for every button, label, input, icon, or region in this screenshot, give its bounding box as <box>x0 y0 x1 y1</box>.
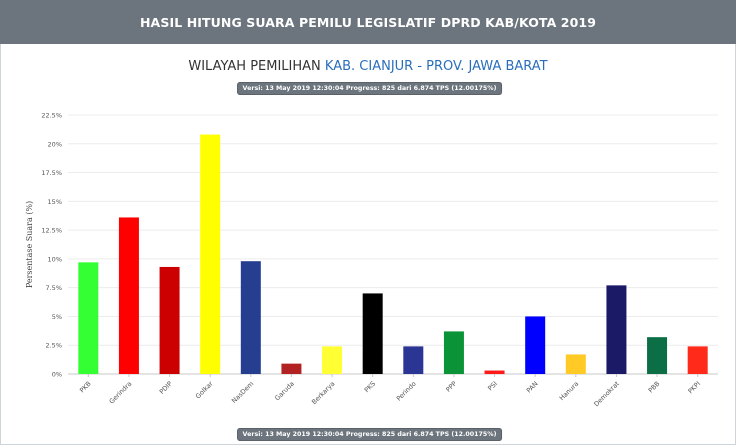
bar-garuda <box>281 363 302 374</box>
bar-pbb <box>647 337 668 374</box>
version-badge-top: Versi: 13 May 2019 12:30:04 Progress: 82… <box>236 82 503 95</box>
x-tick-label: Garuda <box>273 380 296 403</box>
bar-demokrat <box>606 285 627 374</box>
page-header: HASIL HITUNG SUARA PEMILU LEGISLATIF DPR… <box>0 0 736 44</box>
bar-pks <box>362 293 383 374</box>
x-tick-label: PDIP <box>158 380 174 396</box>
x-tick-label: PPP <box>444 380 458 394</box>
bar-pan <box>525 316 546 374</box>
y-tick-label: 20% <box>48 140 62 148</box>
x-tick-label: Golkar <box>194 380 215 401</box>
page-title: HASIL HITUNG SUARA PEMILU LEGISLATIF DPR… <box>140 14 596 30</box>
y-tick-label: 5% <box>52 313 62 321</box>
y-tick-label: 7.5% <box>45 284 62 292</box>
x-tick-label: Perindo <box>395 380 418 403</box>
x-tick-label: NasDem <box>230 380 255 405</box>
y-tick-label: 10% <box>48 255 62 263</box>
y-tick-label: 22.5% <box>41 112 62 120</box>
y-tick-label: 17.5% <box>41 169 62 177</box>
y-tick-label: 0% <box>52 371 62 379</box>
bar-pkpi <box>687 346 708 374</box>
bar-golkar <box>200 134 221 374</box>
subtitle-region-link[interactable]: KAB. CIANJUR - PROV. JAWA BARAT <box>324 59 548 74</box>
x-tick-label: PBB <box>647 380 662 395</box>
bar-psi <box>484 370 505 374</box>
chart-subtitle: WILAYAH PEMILIHAN KAB. CIANJUR - PROV. J… <box>0 59 736 74</box>
x-tick-label: Demokrat <box>592 379 621 408</box>
x-tick-label: PKS <box>363 380 377 394</box>
bar-pdip <box>159 266 180 374</box>
x-tick-label: Gerindra <box>108 380 134 406</box>
bar-gerindra <box>118 217 139 374</box>
x-tick-label: Berkarya <box>310 380 336 406</box>
x-tick-label: PKB <box>78 380 93 395</box>
x-tick-label: Hanura <box>558 380 580 402</box>
bar-nasdem <box>240 261 261 374</box>
vote-share-bar-chart: 0% 2.5% 5% 7.5% 10% 12.5% 15% 17.5% 20% 22.5% Pers… <box>25 112 718 408</box>
x-tick-label: PKPI <box>687 380 703 396</box>
bar-perindo <box>403 346 424 374</box>
y-tick-label: 12.5% <box>41 227 62 235</box>
bar-pkb <box>78 262 99 374</box>
y-tick-label: 2.5% <box>45 342 62 350</box>
bar-ppp <box>443 331 464 374</box>
y-tick-label: 15% <box>48 198 62 206</box>
x-tick-label: PSI <box>486 380 499 393</box>
subtitle-label: WILAYAH PEMILIHAN <box>188 59 321 74</box>
x-tick-label: PAN <box>525 380 540 395</box>
bar-hanura <box>565 354 586 374</box>
y-axis-title: Persentase Suara (%) <box>25 201 34 288</box>
bar-berkarya <box>322 346 343 374</box>
version-badge-bottom: Versi: 13 May 2019 12:30:04 Progress: 82… <box>236 428 503 441</box>
